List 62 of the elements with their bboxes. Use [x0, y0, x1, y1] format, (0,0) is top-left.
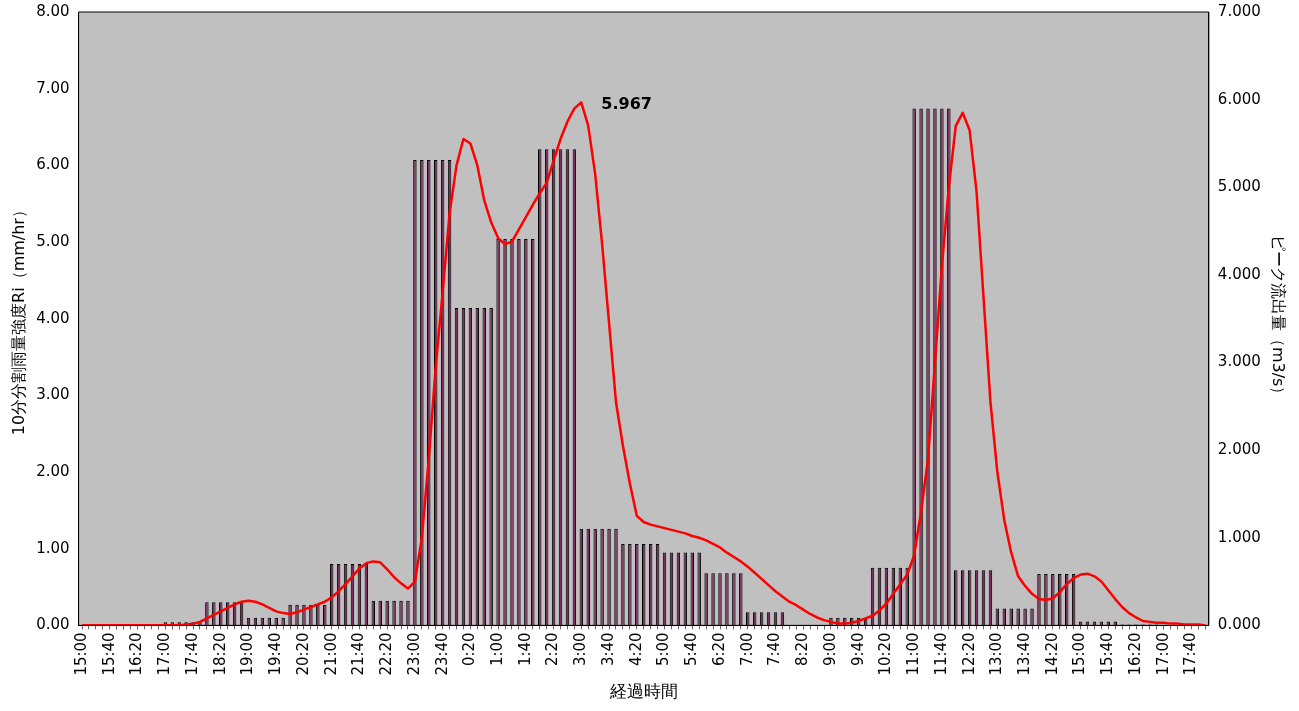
y2-axis-title: ピーク流出量（m3/s）	[1269, 234, 1289, 403]
x-tick-label: 13:00	[987, 632, 1006, 676]
y-tick-label: 2.00	[36, 461, 70, 480]
y2-tick-label: 0.000	[1217, 615, 1261, 634]
y-tick-label: 4.00	[36, 308, 70, 327]
y2-tick-label: 5.000	[1217, 177, 1261, 196]
x-tick-label: 17:00	[1153, 632, 1172, 676]
y-tick-label: 8.00	[36, 1, 70, 20]
x-tick-label: 8:20	[793, 632, 812, 667]
y-axis-title: 10分分割雨量強度Ri（mm/hr）	[8, 202, 28, 436]
x-tick-label: 12:20	[959, 632, 978, 676]
x-tick-label: 3:00	[571, 632, 590, 667]
x-tick-label: 3:40	[598, 632, 617, 667]
x-tick-label: 10:20	[876, 632, 895, 676]
x-tick-label: 4:20	[626, 632, 645, 667]
x-tick-label: 15:00	[71, 632, 90, 676]
x-tick-label: 5:00	[654, 632, 673, 667]
x-tick-label: 9:40	[848, 632, 867, 667]
y2-tick-label: 7.000	[1217, 1, 1261, 20]
x-tick-label: 18:20	[210, 632, 229, 676]
x-tick-label: 20:20	[293, 632, 312, 676]
x-tick-label: 16:20	[127, 632, 146, 676]
x-tick-label: 11:00	[904, 632, 923, 676]
x-tick-label: 14:20	[1042, 632, 1061, 676]
x-tick-label: 6:20	[709, 632, 728, 667]
x-tick-label: 13:40	[1014, 632, 1033, 676]
x-tick-label: 16:20	[1125, 632, 1144, 676]
x-tick-label: 7:00	[737, 632, 756, 667]
x-tick-label: 15:00	[1070, 632, 1089, 676]
x-axis-title: 経過時間	[608, 681, 678, 702]
y2-tick-label: 3.000	[1217, 352, 1261, 371]
y2-tick-label: 2.000	[1217, 440, 1261, 459]
x-tick-label: 7:40	[765, 632, 784, 667]
y-tick-label: 0.00	[36, 615, 70, 634]
x-tick-label: 0:20	[460, 632, 479, 667]
x-tick-label: 21:40	[349, 632, 368, 676]
x-tick-label: 2:20	[543, 632, 562, 667]
x-tick-label: 22:20	[377, 632, 396, 676]
x-tick-label: 1:40	[515, 632, 534, 667]
y2-tick-label: 4.000	[1217, 264, 1261, 283]
y2-tick-label: 6.000	[1217, 89, 1261, 108]
x-tick-label: 17:00	[155, 632, 174, 676]
x-tick-label: 21:00	[321, 632, 340, 676]
y-tick-label: 3.00	[36, 385, 70, 404]
y-tick-label: 1.00	[36, 538, 70, 557]
x-tick-label: 11:40	[931, 632, 950, 676]
y-tick-label: 6.00	[36, 155, 70, 174]
x-tick-label: 5:40	[682, 632, 701, 667]
x-tick-label: 17:40	[182, 632, 201, 676]
x-tick-label: 23:40	[432, 632, 451, 676]
y-tick-label: 7.00	[36, 78, 70, 97]
x-tick-label: 19:00	[238, 632, 257, 676]
x-tick-label: 15:40	[1098, 632, 1117, 676]
y2-tick-label: 1.000	[1217, 527, 1261, 546]
x-tick-label: 9:00	[820, 632, 839, 667]
x-tick-label: 19:40	[266, 632, 285, 676]
data-label: 5.967	[601, 93, 652, 113]
x-tick-label: 15:40	[99, 632, 118, 676]
y-tick-label: 5.00	[36, 231, 70, 250]
x-tick-label: 1:00	[488, 632, 506, 667]
x-tick-label: 17:40	[1181, 632, 1200, 676]
x-tick-label: 23:00	[404, 632, 423, 676]
